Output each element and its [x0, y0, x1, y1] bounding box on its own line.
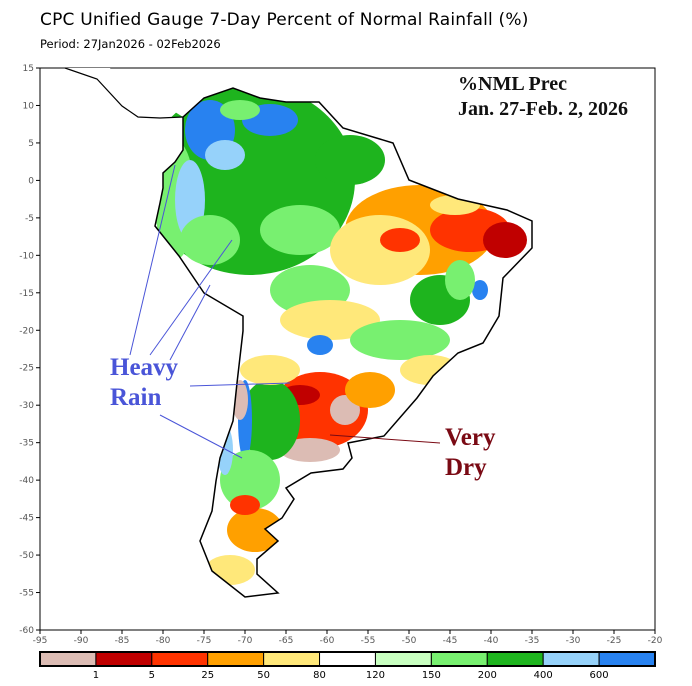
- rainfall-patch: [205, 140, 245, 170]
- very-dry-label: Very Dry: [445, 423, 495, 483]
- rainfall-patch: [227, 508, 283, 552]
- rainfall-patch: [220, 450, 280, 510]
- colorbar-frame: [39, 651, 656, 667]
- y-tick-label: -15: [19, 289, 34, 299]
- y-tick-label: -55: [19, 589, 34, 599]
- colorbar-label: 400: [534, 670, 553, 681]
- y-tick-label: -5: [25, 214, 34, 224]
- y-tick-label: -35: [19, 439, 34, 449]
- colorbar-swatch: [486, 651, 544, 667]
- y-tick-label: -30: [19, 401, 34, 411]
- rainfall-patch: [240, 380, 300, 460]
- colorbar-label: 200: [478, 670, 497, 681]
- rainfall-patch: [280, 300, 380, 340]
- colorbar-label: 50: [257, 670, 270, 681]
- colorbar-swatch: [263, 651, 321, 667]
- colorbar-label: 120: [366, 670, 385, 681]
- y-tick-label: -20: [19, 326, 34, 336]
- colorbar-swatch: [598, 651, 656, 667]
- rainfall-patch: [240, 355, 300, 385]
- y-tick-label: -60: [19, 626, 34, 636]
- x-tick-label: -80: [156, 636, 171, 646]
- x-tick-label: -40: [484, 636, 499, 646]
- colorbar-label: 5: [149, 670, 155, 681]
- y-tick-label: -10: [19, 251, 34, 261]
- rainfall-patch: [483, 222, 527, 258]
- very-dry-line2: Dry: [445, 454, 487, 481]
- y-tick-label: 15: [23, 64, 34, 74]
- y-tick-label: -50: [19, 551, 34, 561]
- colorbar-swatch: [207, 651, 265, 667]
- colorbar-swatch: [374, 651, 432, 667]
- rainfall-patch: [260, 205, 340, 255]
- x-tick-label: -45: [443, 636, 458, 646]
- colorbar-label: 25: [201, 670, 214, 681]
- rainfall-patch: [345, 372, 395, 408]
- colorbar-swatch: [39, 651, 97, 667]
- rainfall-patch: [472, 280, 488, 300]
- y-tick-label: 10: [23, 101, 35, 111]
- x-tick-label: -35: [525, 636, 540, 646]
- colorbar: 1 5 25 50 80 120 150 200 400 600: [39, 651, 656, 681]
- heavy-rain-pointers: [129, 164, 291, 459]
- rainfall-patch: [445, 260, 475, 300]
- colorbar-label: 80: [313, 670, 326, 681]
- x-tick-label: -30: [566, 636, 581, 646]
- y-tick-label: 0: [28, 176, 34, 186]
- map-period: Period: 27Jan2026 - 02Feb2026: [40, 37, 221, 51]
- rainfall-patch: [280, 438, 340, 462]
- rainfall-patch: [180, 215, 240, 265]
- nml-label: %NML Prec Jan. 27-Feb. 2, 2026: [458, 72, 628, 122]
- nml-label-line2: Jan. 27-Feb. 2, 2026: [458, 98, 628, 120]
- x-tick-label: -75: [197, 636, 212, 646]
- x-tick-label: -70: [238, 636, 253, 646]
- rainfall-patch: [330, 215, 430, 285]
- x-tick-label: -85: [115, 636, 130, 646]
- y-tick-label: -25: [19, 364, 34, 374]
- rainfall-patch: [380, 228, 420, 252]
- very-dry-line1: Very: [445, 424, 496, 451]
- rainfall-patch: [230, 495, 260, 515]
- x-tick-label: -65: [279, 636, 294, 646]
- colorbar-swatch: [95, 651, 153, 667]
- colorbar-swatch: [430, 651, 488, 667]
- rainfall-patch: [220, 100, 260, 120]
- map-title: CPC Unified Gauge 7-Day Percent of Norma…: [40, 10, 529, 30]
- colorbar-swatch: [319, 651, 376, 667]
- heavy-rain-label: Heavy Rain: [110, 353, 178, 413]
- central-america-coast: [64, 67, 184, 119]
- colorbar-swatch: [151, 651, 209, 667]
- x-tick-label: -50: [402, 636, 417, 646]
- rainfall-patch: [307, 335, 333, 355]
- x-tick-label: -20: [648, 636, 663, 646]
- colorbar-label: 600: [590, 670, 609, 681]
- y-tick-label: -45: [19, 514, 34, 524]
- colorbar-label: 1: [93, 670, 99, 681]
- y-tick-label: -40: [19, 476, 34, 486]
- x-tick-label: -60: [320, 636, 335, 646]
- very-dry-pointer: [329, 434, 441, 444]
- x-tick-label: -90: [74, 636, 89, 646]
- rainfall-patch: [315, 135, 385, 185]
- axis-ticks: -95 -90 -85 -80 -75 -70 -65 -60 -55 -50 -45 -40 -35-…: [19, 64, 662, 646]
- x-tick-label: -95: [33, 636, 48, 646]
- x-tick-label: -55: [361, 636, 376, 646]
- nml-label-line1: %NML Prec: [458, 73, 568, 95]
- colorbar-label: 150: [422, 670, 441, 681]
- rainfall-patch: [350, 320, 450, 360]
- y-tick-label: 5: [28, 139, 34, 149]
- heavy-rain-line1: Heavy: [110, 354, 179, 381]
- colorbar-swatch: [542, 651, 600, 667]
- heavy-rain-line2: Rain: [110, 384, 162, 411]
- x-tick-label: -25: [607, 636, 622, 646]
